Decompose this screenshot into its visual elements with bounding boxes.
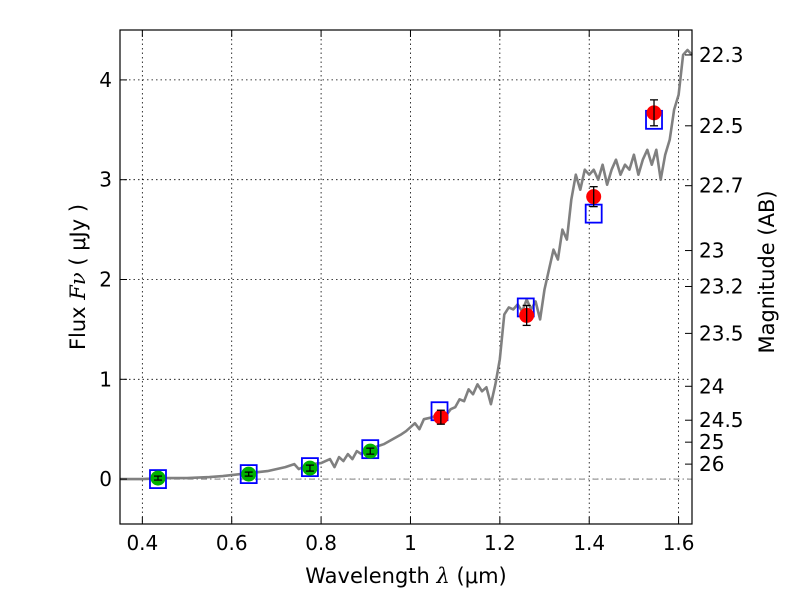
y-axis-ticks: 0 1 2 3 4: [99, 68, 127, 491]
right-tick-label: 23.5: [699, 321, 744, 345]
model-photometry-square: [149, 469, 167, 489]
right-axis-title: Magnitude (AB): [755, 190, 779, 353]
model-photometry-square: [239, 464, 258, 485]
plot-frame: [119, 29, 693, 525]
x-tick-label: 1.6: [663, 531, 695, 555]
right-tick-label: 22.5: [699, 114, 744, 138]
data-series: [120, 48, 693, 489]
y-tick-label: 2: [99, 267, 112, 291]
right-tick-label: 22.7: [699, 174, 744, 198]
right-tick-label: 24: [699, 374, 724, 398]
x-tick-label: 1: [404, 531, 417, 555]
x-axis-ticks: 0.4 0.6 0.8 1 1.2 1.4 1.6: [126, 30, 695, 555]
right-tick-label: 22.3: [699, 43, 744, 67]
x-tick-label: 0.8: [305, 531, 337, 555]
x-axis-label: Wavelength: [305, 564, 430, 588]
x-tick-label: 0.6: [216, 531, 248, 555]
right-tick-label: 24.5: [699, 408, 744, 432]
y-axis-title: Flux Fν ( μJy ): [66, 204, 90, 350]
y-tick-label: 4: [99, 68, 112, 92]
y-axis-units: ( μJy ): [66, 204, 90, 266]
x-axis-units: (μm): [457, 564, 507, 588]
x-axis-symbol: λ: [436, 564, 450, 588]
right-tick-label: 23.2: [699, 274, 744, 298]
y-axis-symbol: Fν: [66, 272, 90, 301]
right-tick-label: 26: [699, 452, 724, 476]
y-tick-label: 0: [99, 467, 112, 491]
y-tick-label: 3: [99, 168, 112, 192]
x-axis-title: Wavelength λ (μm): [305, 564, 506, 588]
x-tick-label: 0.4: [126, 531, 158, 555]
y-axis-label: Flux: [66, 306, 90, 350]
y-tick-label: 1: [99, 367, 112, 391]
right-tick-label: 23: [699, 239, 724, 263]
model-photometry-square: [301, 457, 319, 478]
x-tick-label: 1.2: [484, 531, 516, 555]
right-tick-label: 25: [699, 430, 724, 454]
x-tick-label: 1.4: [573, 531, 605, 555]
